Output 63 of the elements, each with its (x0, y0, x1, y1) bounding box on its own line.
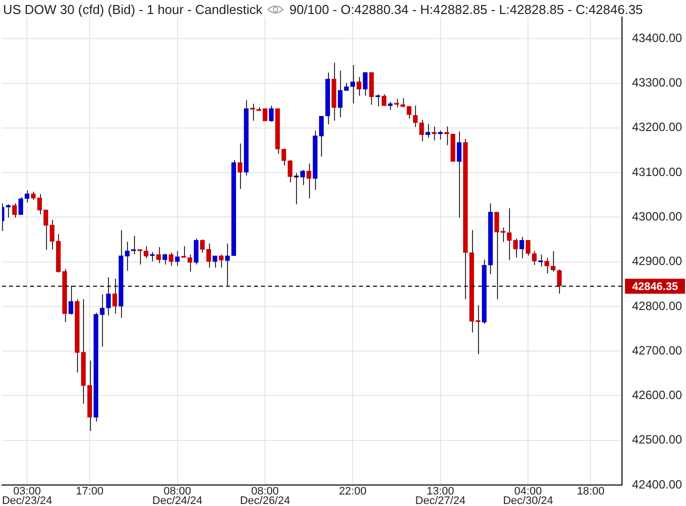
candlestick (557, 268, 562, 294)
y-tick-label: 42800.00 (632, 298, 682, 313)
candlestick (144, 246, 148, 259)
chart-subtitle: 90/100 - O:42880.34 - H:42882.85 - L:42828.85 - C:42846.35 (289, 2, 643, 17)
y-tick-label: 42400.00 (632, 477, 682, 492)
candlestick (532, 250, 537, 266)
x-tick-label: 08:00 Dec/24/24 (152, 486, 202, 506)
candlestick (218, 254, 224, 268)
y-tick-label: 42900.00 (632, 254, 682, 268)
x-tick-label: 03:00 Dec/23/24 (2, 486, 52, 506)
candlestick (200, 238, 205, 254)
candlestick (206, 243, 211, 268)
candlestick (156, 246, 161, 264)
candlestick (444, 126, 449, 146)
candlestick (268, 105, 274, 122)
x-tick-label: 17:00 (76, 486, 104, 498)
candlestick (362, 72, 368, 96)
candlestick (162, 253, 168, 265)
candlestick (294, 172, 299, 205)
candlestick (168, 252, 174, 266)
candlestick (544, 257, 550, 274)
candlestick (212, 256, 218, 268)
x-tick-label: 13:00 Dec/27/24 (415, 486, 466, 506)
chart-title: US DOW 30 (cfd) (Bid) - 1 hour - Candlestick (3, 2, 262, 17)
candlestick (175, 250, 180, 266)
candlestick (413, 105, 418, 128)
candlestick (68, 284, 74, 315)
y-tick-label: 42700.00 (632, 343, 682, 358)
x-tick-label: 18:00 (576, 486, 604, 498)
candlestick (131, 235, 136, 255)
candlestick (106, 276, 111, 316)
candlestick (150, 251, 155, 262)
candlestick (526, 240, 530, 256)
candlestick (382, 94, 386, 106)
candlestick (6, 204, 11, 218)
ref-line-label: 42846.35 (632, 280, 678, 293)
y-tick-label: 43400.00 (632, 30, 682, 45)
candlestick (194, 238, 198, 265)
candlestick (281, 148, 286, 166)
candlestick (288, 160, 292, 183)
candlestick (519, 236, 524, 259)
candlestick (12, 202, 17, 218)
candlestick (432, 126, 436, 141)
x-tick-label: 22:00 (338, 486, 366, 498)
candlestick (300, 169, 305, 186)
y-tick-label: 43000.00 (632, 209, 682, 224)
candlestick (356, 76, 362, 96)
y-tick-label: 42600.00 (632, 388, 682, 402)
y-tick-label: 43200.00 (632, 120, 682, 134)
y-tick-label: 43300.00 (632, 76, 682, 90)
y-tick-label: 42500.00 (632, 432, 682, 447)
candlestick (456, 130, 462, 218)
candlestick (419, 119, 424, 142)
candlestick (238, 143, 242, 190)
candlestick (188, 254, 192, 272)
x-tick-label: 08:00 Dec/26/24 (240, 486, 290, 506)
y-tick-label: 43100.00 (632, 164, 682, 179)
x-tick-label: 04:00 Dec/30/24 (502, 486, 554, 506)
candlestick (350, 64, 356, 104)
candlestick (112, 278, 118, 314)
candlestick (550, 250, 556, 272)
candlestick (426, 123, 430, 138)
candlestick (306, 163, 312, 199)
